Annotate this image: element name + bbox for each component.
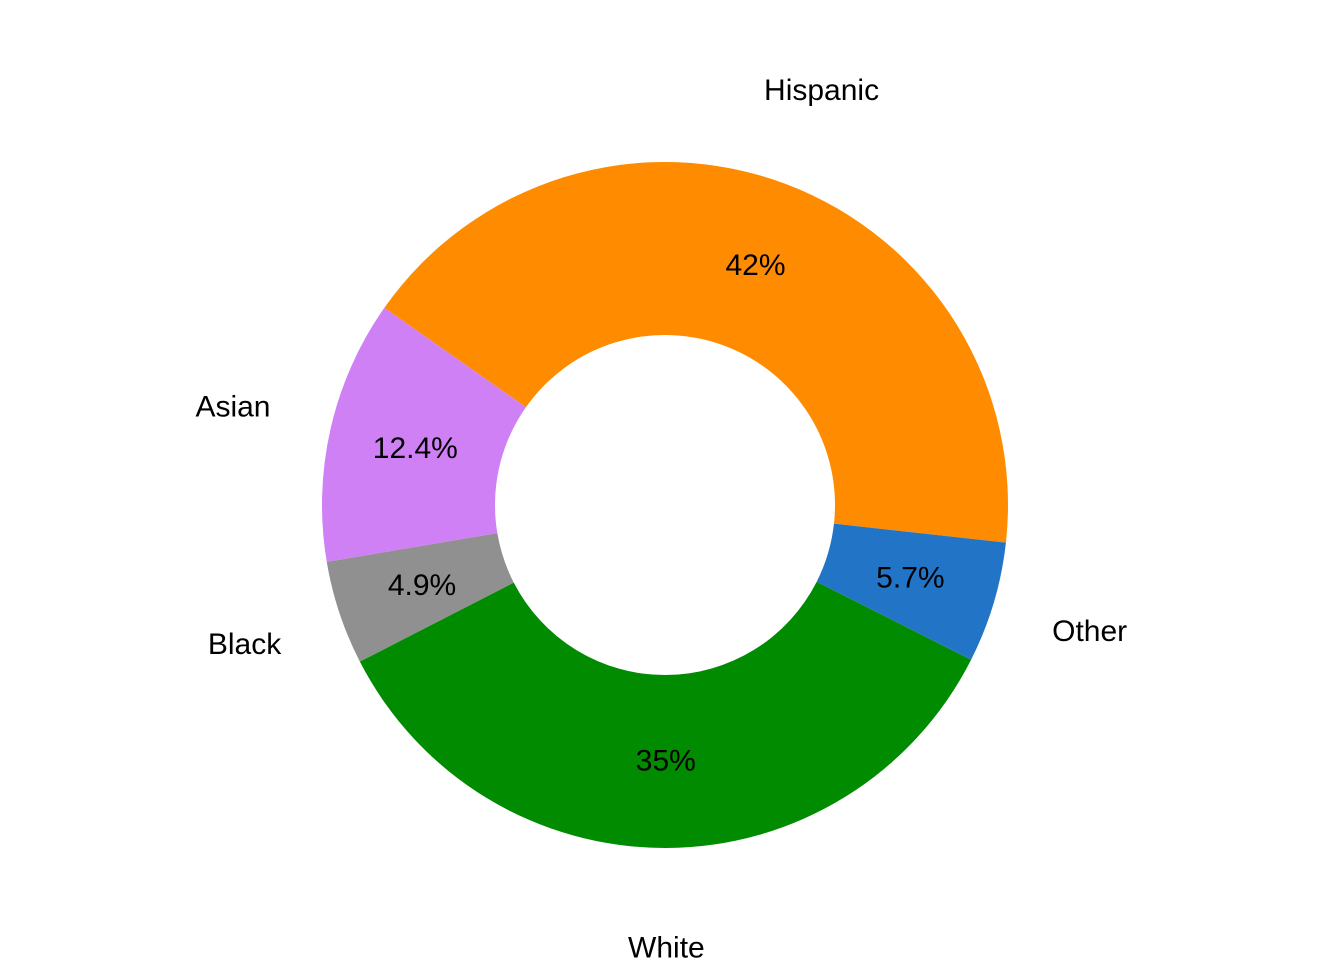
pie-slice-white: [359, 581, 972, 848]
slice-value-black: 4.9%: [388, 569, 456, 602]
slice-value-white: 35%: [636, 745, 696, 778]
slice-label-hispanic: Hispanic: [764, 74, 879, 107]
pie-slice-asian: [321, 307, 526, 562]
pie-slice-other: [816, 523, 1006, 660]
slice-value-asian: 12.4%: [373, 432, 458, 465]
pie-slice-black: [326, 533, 514, 662]
slice-label-white: White: [628, 932, 705, 960]
slice-value-hispanic: 42%: [725, 249, 785, 282]
slice-value-other: 5.7%: [876, 561, 944, 594]
slice-label-black: Black: [208, 628, 282, 661]
slice-label-asian: Asian: [195, 391, 270, 424]
pie-slice-hispanic: [384, 161, 1009, 543]
slice-label-other: Other: [1052, 615, 1127, 648]
